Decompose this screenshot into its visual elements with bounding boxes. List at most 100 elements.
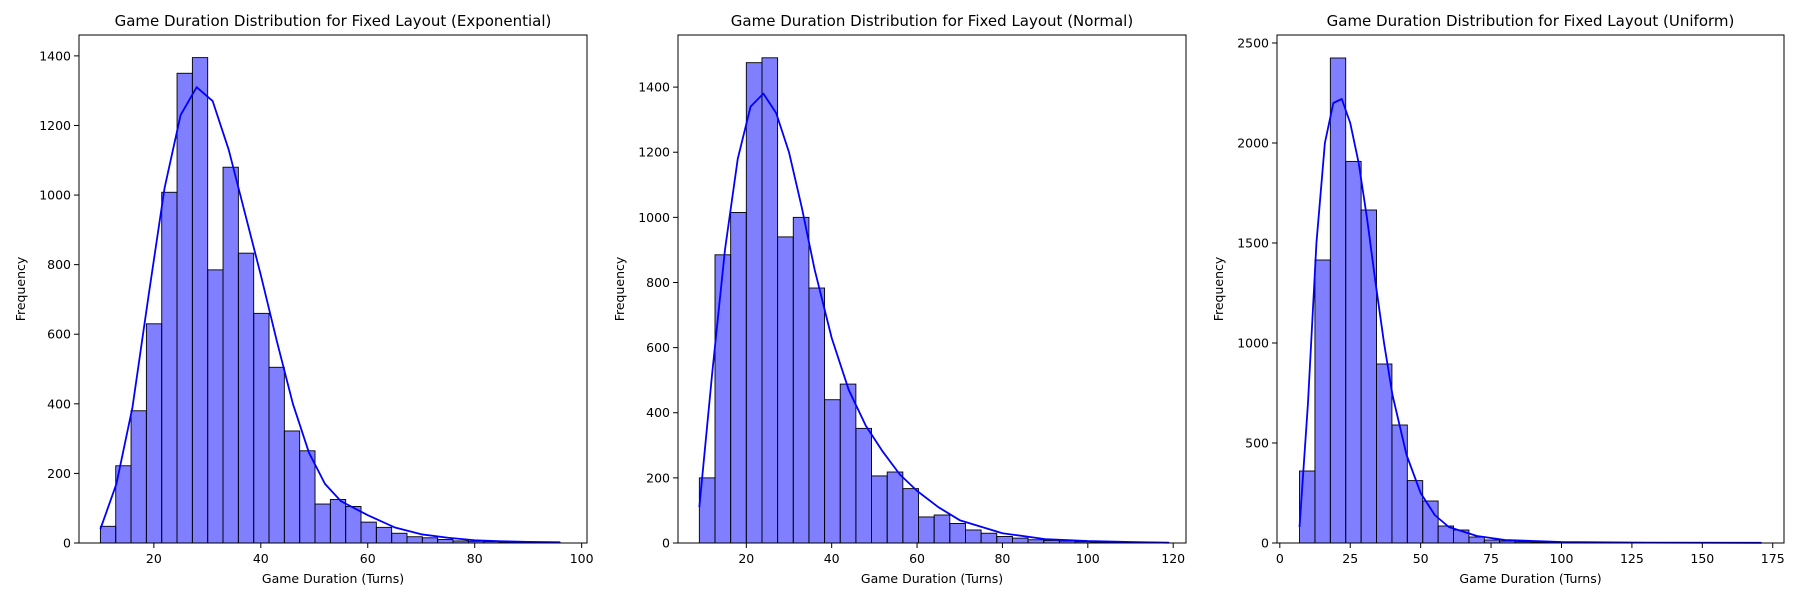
x-axis-label: Game Duration (Turns) [1459, 571, 1601, 586]
y-tick-label: 0 [662, 536, 670, 551]
histogram-bar [100, 526, 115, 543]
x-tick-label: 80 [994, 551, 1010, 566]
histogram-bar [840, 384, 856, 543]
y-tick-label: 2500 [1237, 36, 1269, 51]
y-tick-label: 1000 [39, 188, 71, 203]
histogram-bar [361, 522, 376, 543]
histogram-bar [950, 523, 966, 543]
histogram-bar [1315, 260, 1330, 543]
histogram-bar [746, 63, 762, 543]
x-tick-label: 125 [1620, 551, 1644, 566]
x-tick-label: 40 [824, 551, 840, 566]
histogram-bar [284, 431, 299, 543]
histogram-bar [346, 506, 361, 543]
y-axis-label: Frequency [612, 256, 627, 321]
histogram-bar [887, 472, 903, 543]
x-tick-label: 60 [909, 551, 925, 566]
histogram-bar [438, 540, 453, 543]
x-axis-label: Game Duration (Turns) [861, 571, 1003, 586]
histogram-bar [1392, 425, 1407, 543]
y-tick-label: 1500 [1237, 236, 1269, 251]
histogram-bar [407, 537, 422, 543]
x-tick-label: 75 [1483, 551, 1499, 566]
x-tick-label: 20 [738, 551, 754, 566]
x-tick-label: 150 [1690, 551, 1714, 566]
y-tick-label: 400 [47, 396, 71, 411]
y-tick-label: 2000 [1237, 136, 1269, 151]
x-tick-label: 20 [146, 551, 162, 566]
x-tick-label: 175 [1761, 551, 1785, 566]
y-axis-label: Frequency [1211, 256, 1226, 321]
y-tick-label: 200 [47, 466, 71, 481]
histogram-bar [981, 533, 997, 543]
y-tick-label: 1400 [39, 48, 71, 63]
histogram-bar [300, 451, 315, 543]
y-tick-label: 0 [63, 536, 71, 551]
histogram-bar [778, 237, 794, 543]
x-tick-label: 80 [467, 551, 483, 566]
histogram-bar [422, 538, 437, 543]
histogram-bar [825, 400, 841, 543]
histogram-bar [392, 533, 407, 543]
histogram-bar [997, 536, 1013, 543]
histogram-bar [269, 367, 284, 543]
histogram-bar [330, 500, 345, 543]
y-tick-label: 1000 [638, 210, 670, 225]
x-tick-label: 100 [1550, 551, 1574, 566]
x-tick-label: 120 [1161, 551, 1185, 566]
histogram-bar [315, 504, 330, 543]
histogram-bar [762, 58, 778, 543]
chart-title: Game Duration Distribution for Fixed Lay… [731, 12, 1133, 30]
y-tick-label: 1200 [638, 145, 670, 160]
histogram-bar [238, 253, 253, 543]
histogram-bar [162, 192, 177, 543]
histogram-bar [919, 517, 935, 543]
histogram-bar [131, 411, 146, 543]
x-tick-label: 100 [1076, 551, 1100, 566]
histogram-bar [146, 324, 161, 543]
y-tick-label: 0 [1261, 536, 1269, 551]
histogram-bar [731, 212, 747, 543]
chart-title: Game Duration Distribution for Fixed Lay… [1327, 12, 1735, 30]
x-tick-label: 40 [253, 551, 269, 566]
histogram-bar [715, 255, 731, 543]
histogram-bar [1346, 161, 1361, 543]
y-tick-label: 800 [646, 275, 670, 290]
histogram-bar [223, 167, 238, 543]
y-tick-label: 500 [1245, 436, 1269, 451]
x-tick-label: 60 [360, 551, 376, 566]
histogram-bar [1012, 538, 1028, 543]
histogram-bar [1361, 210, 1376, 543]
y-tick-label: 1200 [39, 118, 71, 133]
y-tick-label: 200 [646, 470, 670, 485]
histogram-bar [192, 58, 207, 543]
y-tick-label: 1400 [638, 80, 670, 95]
histogram-bar [254, 313, 269, 543]
y-tick-label: 1000 [1237, 336, 1269, 351]
histogram-bar [376, 527, 391, 543]
histogram-bar [872, 476, 888, 543]
chart-title: Game Duration Distribution for Fixed Lay… [115, 12, 552, 30]
histogram-bar [903, 489, 919, 543]
histogram-bar [793, 217, 809, 543]
y-tick-label: 600 [47, 327, 71, 342]
x-tick-label: 0 [1276, 551, 1284, 566]
x-axis-label: Game Duration (Turns) [262, 571, 404, 586]
histogram-bar [809, 288, 825, 543]
y-tick-label: 800 [47, 257, 71, 272]
histogram-bar [934, 515, 950, 543]
histogram-bar [1469, 537, 1484, 543]
histogram-bar [965, 530, 981, 543]
histogram-bar [177, 73, 192, 543]
histogram-bar [208, 270, 223, 543]
y-tick-label: 400 [646, 405, 670, 420]
histogram-bar [856, 428, 872, 543]
y-tick-label: 600 [646, 340, 670, 355]
histogram-bar [1377, 364, 1392, 543]
y-axis-label: Frequency [13, 256, 28, 321]
